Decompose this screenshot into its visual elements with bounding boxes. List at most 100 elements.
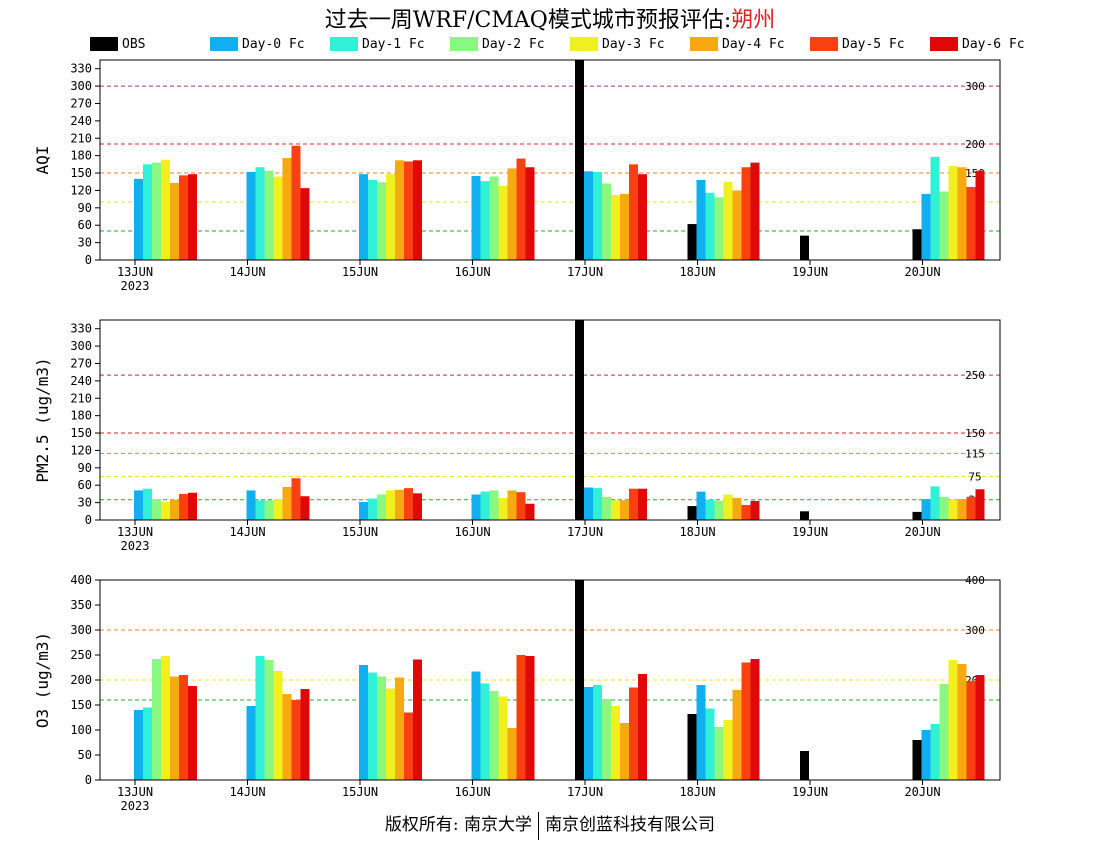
x-tick-label: 17JUN: [567, 785, 603, 799]
bar-day-4-fc-17jun: [620, 723, 629, 780]
bar-day-0-fc-18jun: [696, 491, 706, 520]
bar-day-3-fc-14jun: [273, 671, 283, 780]
bar-day-6-fc-18jun: [750, 500, 760, 520]
bar-day-1-fc-15jun: [368, 672, 377, 780]
bar-day-0-fc-14jun: [246, 706, 256, 780]
x-tick-label: 17JUN: [567, 265, 603, 279]
y-tick-label: 240: [70, 374, 92, 388]
bar-day-1-fc-18jun: [705, 708, 715, 780]
y-tick-label: 240: [70, 114, 92, 128]
x-tick-label: 14JUN: [229, 265, 265, 279]
legend-swatch: [330, 37, 358, 51]
bar-day-5-fc-20jun: [966, 681, 976, 780]
bar-day-5-fc-14jun: [291, 145, 301, 260]
bar-day-0-fc-17jun: [584, 171, 593, 260]
bar-day-3-fc-16jun: [498, 696, 508, 780]
bar-day-3-fc-15jun: [386, 174, 395, 260]
legend-item-1: Day-0 Fc: [210, 34, 305, 54]
bar-day-0-fc-18jun: [696, 685, 706, 780]
bar-day-4-fc-15jun: [395, 160, 404, 260]
bar-day-0-fc-16jun: [471, 671, 481, 780]
bar-day-3-fc-13jun: [161, 159, 170, 260]
bar-day-5-fc-15jun: [404, 161, 413, 260]
bar-day-6-fc-13jun: [188, 492, 197, 520]
y-tick-label: 90: [78, 201, 92, 215]
y-tick-label: 180: [70, 409, 92, 423]
x-tick-label: 16JUN: [454, 525, 490, 539]
bar-day-3-fc-20jun: [948, 660, 958, 780]
bar-day-1-fc-14jun: [255, 167, 265, 260]
y-tick-label: 210: [70, 391, 92, 405]
bar-day-5-fc-18jun: [741, 662, 751, 780]
bar-day-4-fc-14jun: [282, 694, 292, 780]
bar-day-1-fc-15jun: [368, 498, 377, 520]
bar-day-2-fc-14jun: [264, 170, 274, 260]
y-tick-label: 200: [70, 673, 92, 687]
bar-obs-20jun: [912, 229, 922, 260]
bar-day-2-fc-20jun: [939, 496, 949, 520]
bar-day-1-fc-15jun: [368, 180, 377, 260]
x-tick-label: 13JUN: [117, 265, 153, 279]
bar-day-4-fc-13jun: [170, 182, 179, 260]
bar-day-1-fc-20jun: [930, 156, 940, 260]
x-tick-label: 20JUN: [904, 265, 940, 279]
bar-day-6-fc-15jun: [413, 493, 422, 520]
legend-label: OBS: [122, 36, 146, 52]
y-tick-label: 210: [70, 131, 92, 145]
bar-day-4-fc-16jun: [507, 490, 517, 520]
bar-day-1-fc-17jun: [593, 171, 602, 260]
plot-frame: [99, 319, 1001, 521]
legend-swatch: [210, 37, 238, 51]
y-tick-label: 270: [70, 356, 92, 370]
threshold-label: 75: [968, 471, 981, 484]
legend-label: Day-5 Fc: [842, 36, 905, 52]
bar-day-0-fc-13jun: [134, 490, 143, 520]
bar-day-5-fc-13jun: [179, 175, 188, 260]
bar-day-0-fc-16jun: [471, 494, 481, 520]
bar-day-2-fc-20jun: [939, 684, 949, 780]
legend-label: Day-4 Fc: [722, 36, 785, 52]
bar-day-0-fc-20jun: [921, 499, 931, 520]
bar-day-2-fc-20jun: [939, 191, 949, 260]
bar-day-2-fc-18jun: [714, 197, 724, 260]
threshold-label: 300: [965, 624, 985, 637]
bar-day-2-fc-16jun: [489, 176, 499, 260]
y-axis-label: PM2.5 (ug/m3): [33, 357, 52, 482]
bar-day-4-fc-13jun: [170, 676, 179, 780]
x-tick-label: 19JUN: [792, 785, 828, 799]
threshold-label: 300: [965, 80, 985, 93]
bar-day-6-fc-14jun: [300, 689, 310, 780]
bar-day-3-fc-17jun: [611, 500, 620, 520]
y-tick-label: 150: [70, 426, 92, 440]
threshold-label: 115: [965, 447, 985, 460]
bar-day-6-fc-20jun: [975, 170, 985, 260]
bar-day-1-fc-14jun: [255, 656, 265, 780]
bar-day-3-fc-14jun: [273, 176, 283, 260]
bar-day-1-fc-17jun: [593, 685, 602, 780]
bar-day-0-fc-18jun: [696, 180, 706, 260]
bar-day-5-fc-16jun: [516, 655, 526, 780]
legend-item-0: OBS: [90, 34, 145, 54]
legend-label: Day-1 Fc: [362, 36, 425, 52]
legend-item-3: Day-2 Fc: [450, 34, 545, 54]
bar-day-1-fc-13jun: [143, 488, 152, 520]
bar-day-6-fc-18jun: [750, 162, 760, 260]
bar-day-0-fc-14jun: [246, 490, 256, 520]
bar-day-1-fc-13jun: [143, 707, 152, 780]
bar-day-4-fc-20jun: [957, 167, 967, 260]
title-city: 朔州: [731, 8, 776, 33]
bar-day-2-fc-13jun: [152, 162, 161, 260]
bar-day-6-fc-15jun: [413, 659, 422, 780]
bar-day-1-fc-16jun: [480, 181, 490, 260]
bar-day-5-fc-20jun: [966, 186, 976, 260]
y-tick-label: 250: [70, 648, 92, 662]
legend-swatch: [810, 37, 838, 51]
bar-day-1-fc-14jun: [255, 500, 265, 520]
bar-day-0-fc-20jun: [921, 193, 931, 260]
x-tick-label: 16JUN: [454, 785, 490, 799]
bar-day-6-fc-16jun: [525, 503, 535, 520]
bar-day-0-fc-17jun: [584, 487, 593, 520]
y-tick-label: 100: [70, 723, 92, 737]
bar-day-0-fc-15jun: [359, 665, 368, 780]
x-year-label: 2023: [121, 799, 150, 813]
